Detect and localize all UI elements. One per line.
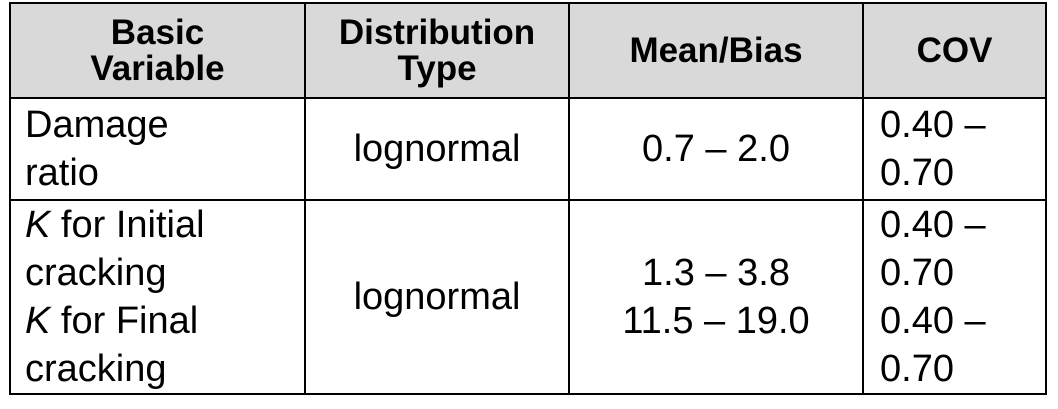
- header-basic-variable: Basic Variable: [9, 2, 306, 99]
- cell-text: for Final: [50, 300, 199, 342]
- cell-text: Damage: [25, 104, 169, 146]
- header-distribution-type: Distribution Type: [304, 2, 570, 99]
- cell-text: 11.5 – 19.0: [622, 300, 810, 342]
- header-text: Variable: [90, 48, 225, 88]
- cell-text: cracking: [25, 252, 167, 294]
- cell-text: K for Final: [25, 297, 304, 345]
- cell-text: 0.40 –: [880, 300, 986, 342]
- header-row: Basic Variable Distribution Type Mean/Bi…: [9, 2, 1047, 99]
- cell-distribution: lognormal: [304, 97, 570, 201]
- cell-text: 0.70: [880, 252, 954, 294]
- cell-text: cracking: [25, 348, 167, 390]
- header-text: Distribution: [338, 12, 536, 52]
- cell-variable: Damage ratio: [9, 97, 306, 201]
- header-mean-bias: Mean/Bias: [568, 2, 864, 99]
- cell-distribution: lognormal: [304, 199, 570, 395]
- cell-variable: K for Initial cracking K for Final crack…: [9, 199, 306, 395]
- cell-text: K for Initial: [25, 201, 304, 249]
- italic-k: K: [25, 204, 51, 246]
- table-row: K for Initial cracking K for Final crack…: [9, 199, 1047, 395]
- cell-text: 0.70: [880, 152, 954, 194]
- cell-text: ratio: [25, 152, 99, 194]
- cell-cov: 0.40 – 0.70: [862, 97, 1047, 201]
- table-row: Damage ratio lognormal 0.7 – 2.0 0.40 – …: [9, 97, 1047, 201]
- header-text: Type: [397, 48, 477, 88]
- cell-text: 0.70: [880, 348, 954, 390]
- header-text: Basic: [110, 12, 205, 52]
- cell-text: for Initial: [50, 204, 205, 246]
- cell-mean-bias: 1.3 – 3.8 11.5 – 19.0: [568, 199, 864, 395]
- cell-mean-bias: 0.7 – 2.0: [568, 97, 864, 201]
- header-cov: COV: [862, 2, 1047, 99]
- variables-table: Basic Variable Distribution Type Mean/Bi…: [9, 2, 1047, 395]
- cell-text: 0.40 –: [880, 104, 986, 146]
- cell-cov: 0.40 – 0.70 0.40 – 0.70: [862, 199, 1047, 395]
- cell-text: 0.40 –: [880, 204, 986, 246]
- cell-text: 1.3 – 3.8: [642, 252, 790, 294]
- italic-k: K: [25, 300, 51, 342]
